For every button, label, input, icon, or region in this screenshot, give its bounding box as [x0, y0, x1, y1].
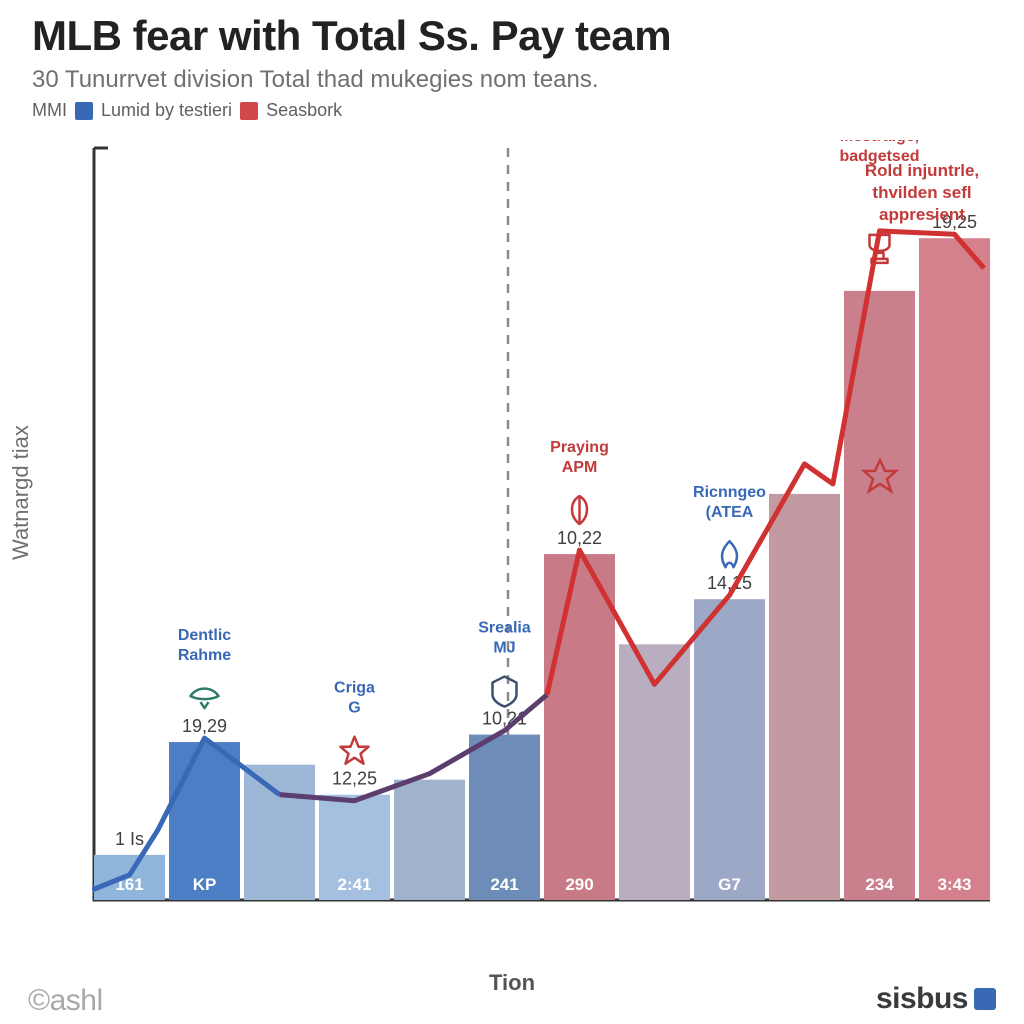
team-label: (ATEA — [706, 504, 754, 521]
footer-brand-text: sisbus — [876, 982, 968, 1016]
team-label: Mestraige, — [840, 140, 919, 145]
chart-title: MLB fear with Total Ss. Pay team — [32, 12, 671, 60]
bar-x-label: 3:43 — [937, 875, 971, 894]
legend: MMI Lumid by testieri Seasbork — [32, 100, 342, 121]
bar-x-label: 241 — [490, 875, 518, 894]
annot-l2: thvilden sefl — [872, 183, 971, 202]
bar — [844, 291, 915, 900]
bar-x-label: 234 — [865, 875, 894, 894]
bar-value-label: 10,22 — [557, 528, 602, 548]
team-label: Srealia — [478, 620, 531, 637]
bar-x-label: 2:41 — [337, 875, 371, 894]
team-label: Praying — [550, 439, 609, 456]
bar — [919, 238, 990, 900]
bar-value-label: 12,25 — [332, 769, 377, 789]
legend-label-1: Lumid by testieri — [101, 100, 232, 121]
legend-prefix: MMI — [32, 100, 67, 121]
star-icon — [341, 737, 369, 764]
annot-l3: appresient — [879, 205, 965, 224]
footer-brand-icon — [974, 988, 996, 1010]
legend-label-2: Seasbork — [266, 100, 342, 121]
bar — [244, 765, 315, 900]
corner-annotation: Rold injuntrle, thvilden sefl appresient — [865, 161, 979, 224]
x-axis-label: Tion — [0, 970, 1024, 996]
team-label: Rahme — [178, 647, 231, 664]
footer-brand: sisbus — [876, 982, 996, 1016]
wing-icon — [191, 689, 219, 709]
team-label: Ricnngeo — [693, 484, 766, 501]
chart-subtitle: 30 Tunurrvet division Total thad mukegie… — [32, 66, 599, 94]
team-label: Dentlic — [178, 627, 231, 644]
chart-svg: 4 0 1611 IsKP19,29DentlicRahme2:4112,25C… — [92, 140, 992, 930]
flame-icon — [722, 541, 737, 567]
bar-value-label: 19,29 — [182, 716, 227, 736]
bars-group: 1611 IsKP19,29DentlicRahme2:4112,25Criga… — [94, 140, 990, 900]
bar — [769, 494, 840, 900]
bar-x-label: KP — [193, 875, 217, 894]
bar-x-label: G7 — [718, 875, 741, 894]
team-label: APM — [562, 459, 598, 476]
team-label: Criga — [334, 680, 375, 697]
shield-icon — [493, 677, 517, 707]
footer-attribution-icon: ©ashl — [28, 984, 103, 1018]
legend-swatch-2 — [240, 102, 258, 120]
team-label: MJ — [493, 640, 515, 657]
page: MLB fear with Total Ss. Pay team 30 Tunu… — [0, 0, 1024, 1024]
team-label: G — [348, 700, 360, 717]
annot-l1: Rold injuntrle, — [865, 161, 979, 180]
chart-area: 4 0 1611 IsKP19,29DentlicRahme2:4112,25C… — [92, 140, 992, 930]
bar — [544, 554, 615, 900]
bar-value-label: 1 Is — [115, 829, 144, 849]
bar — [694, 599, 765, 900]
legend-swatch-1 — [75, 102, 93, 120]
bar-x-label: 290 — [565, 875, 593, 894]
y-axis-label: Watnargd tiax — [8, 425, 34, 560]
leaf-icon — [572, 496, 587, 524]
bar — [394, 780, 465, 900]
